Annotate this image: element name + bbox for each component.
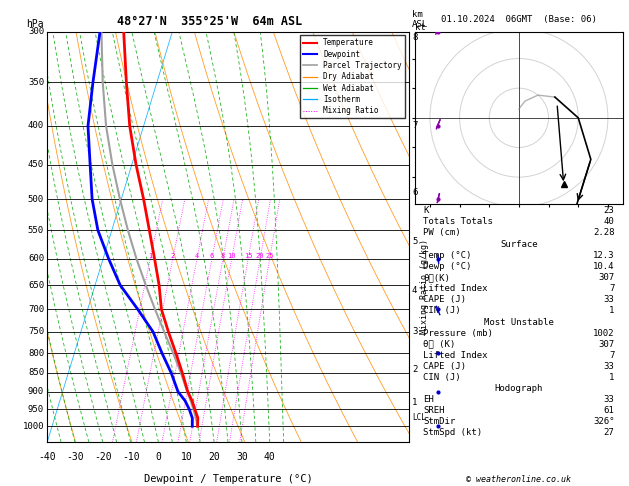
Text: 1000: 1000 [23, 422, 44, 431]
Text: θᴇ(K): θᴇ(K) [423, 273, 450, 282]
Text: 850: 850 [28, 368, 44, 378]
Text: 307: 307 [598, 273, 615, 282]
Text: 2.28: 2.28 [593, 228, 615, 237]
Text: 10.4: 10.4 [593, 262, 615, 271]
Text: 8: 8 [221, 253, 225, 259]
Text: 23: 23 [604, 206, 615, 215]
Text: hPa: hPa [26, 19, 44, 29]
Text: 3: 3 [412, 328, 418, 336]
Text: km
ASL: km ASL [412, 10, 428, 29]
Text: 40: 40 [264, 452, 276, 462]
Text: θᴇ (K): θᴇ (K) [423, 340, 455, 348]
Text: 750: 750 [28, 328, 44, 336]
Text: 33: 33 [604, 362, 615, 371]
Text: Most Unstable: Most Unstable [484, 318, 554, 327]
Text: 500: 500 [28, 194, 44, 204]
Text: 6: 6 [412, 188, 418, 197]
Text: 1002: 1002 [593, 329, 615, 338]
Text: SREH: SREH [423, 406, 445, 416]
Text: 900: 900 [28, 387, 44, 396]
Text: 800: 800 [28, 348, 44, 358]
Text: 600: 600 [28, 254, 44, 263]
Text: 10: 10 [228, 253, 236, 259]
Text: 1: 1 [148, 253, 152, 259]
Text: 350: 350 [28, 78, 44, 87]
Text: -20: -20 [94, 452, 111, 462]
Text: 326°: 326° [593, 417, 615, 426]
Text: © weatheronline.co.uk: © weatheronline.co.uk [467, 474, 571, 484]
Text: 15: 15 [244, 253, 252, 259]
Text: K: K [423, 206, 429, 215]
Text: -40: -40 [38, 452, 56, 462]
Text: Pressure (mb): Pressure (mb) [423, 329, 493, 338]
Text: 10: 10 [181, 452, 192, 462]
Text: StmSpd (kt): StmSpd (kt) [423, 428, 482, 437]
Text: CIN (J): CIN (J) [423, 306, 461, 315]
Text: 1: 1 [609, 373, 615, 382]
Text: 12.3: 12.3 [593, 251, 615, 260]
Text: 5: 5 [412, 238, 418, 246]
Text: 307: 307 [598, 340, 615, 348]
Text: 950: 950 [28, 405, 44, 414]
Text: Lifted Index: Lifted Index [423, 350, 488, 360]
Text: CAPE (J): CAPE (J) [423, 362, 467, 371]
Text: CAPE (J): CAPE (J) [423, 295, 467, 304]
Text: 33: 33 [604, 295, 615, 304]
Text: 700: 700 [28, 305, 44, 314]
Text: -30: -30 [66, 452, 84, 462]
Text: -10: -10 [122, 452, 140, 462]
Text: 0: 0 [155, 452, 162, 462]
Text: Dewp (°C): Dewp (°C) [423, 262, 472, 271]
Text: LCL: LCL [412, 414, 426, 422]
Text: 300: 300 [28, 27, 44, 36]
Text: 4: 4 [412, 286, 418, 295]
Text: Totals Totals: Totals Totals [423, 217, 493, 226]
Text: 40: 40 [604, 217, 615, 226]
Legend: Temperature, Dewpoint, Parcel Trajectory, Dry Adiabat, Wet Adiabat, Isotherm, Mi: Temperature, Dewpoint, Parcel Trajectory… [301, 35, 405, 118]
Text: 8: 8 [412, 33, 418, 41]
Text: 7: 7 [412, 122, 418, 130]
Text: 6: 6 [210, 253, 214, 259]
Text: Surface: Surface [500, 240, 538, 249]
Text: Mixing Ratio (g/kg): Mixing Ratio (g/kg) [420, 239, 429, 334]
Text: 650: 650 [28, 280, 44, 290]
Text: StmDir: StmDir [423, 417, 455, 426]
Text: 20: 20 [208, 452, 220, 462]
Text: 1: 1 [609, 306, 615, 315]
Text: EH: EH [423, 396, 434, 404]
Text: Dewpoint / Temperature (°C): Dewpoint / Temperature (°C) [143, 474, 313, 484]
Text: 450: 450 [28, 160, 44, 169]
Text: PW (cm): PW (cm) [423, 228, 461, 237]
Text: Hodograph: Hodograph [495, 384, 543, 394]
Text: 33: 33 [604, 396, 615, 404]
Text: CIN (J): CIN (J) [423, 373, 461, 382]
Text: 2: 2 [170, 253, 175, 259]
Text: 27: 27 [604, 428, 615, 437]
Text: 7: 7 [609, 284, 615, 293]
Text: kt: kt [415, 22, 426, 32]
Text: Temp (°C): Temp (°C) [423, 251, 472, 260]
Text: 25: 25 [265, 253, 274, 259]
Text: Lifted Index: Lifted Index [423, 284, 488, 293]
Text: 30: 30 [236, 452, 248, 462]
Text: 61: 61 [604, 406, 615, 416]
Text: 2: 2 [412, 364, 418, 374]
Text: 1: 1 [412, 398, 418, 407]
Text: 7: 7 [609, 350, 615, 360]
Text: 20: 20 [256, 253, 264, 259]
Text: 400: 400 [28, 122, 44, 130]
Text: 48°27'N  355°25'W  64m ASL: 48°27'N 355°25'W 64m ASL [117, 15, 303, 28]
Text: 01.10.2024  06GMT  (Base: 06): 01.10.2024 06GMT (Base: 06) [441, 15, 597, 24]
Text: 4: 4 [195, 253, 199, 259]
Text: 550: 550 [28, 226, 44, 235]
